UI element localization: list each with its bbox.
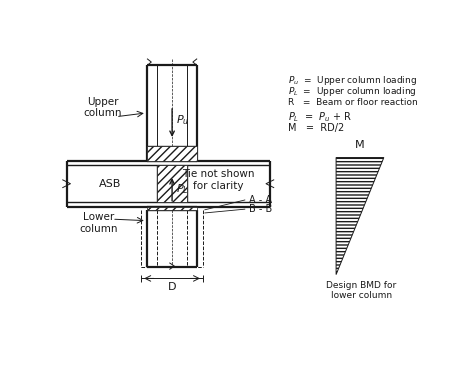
Text: Design BMD for
lower column: Design BMD for lower column bbox=[327, 281, 397, 300]
Bar bbox=[147, 146, 197, 161]
Text: R   =  Beam or floor reaction: R = Beam or floor reaction bbox=[288, 98, 417, 107]
Text: Lower
column: Lower column bbox=[80, 212, 118, 234]
Text: $P_L$: $P_L$ bbox=[176, 183, 189, 196]
Polygon shape bbox=[336, 158, 384, 274]
Text: $P_u$: $P_u$ bbox=[176, 113, 189, 127]
Text: M: M bbox=[355, 140, 365, 150]
Bar bbox=[157, 165, 188, 202]
Text: Tie not shown
for clarity: Tie not shown for clarity bbox=[182, 169, 255, 191]
Text: D: D bbox=[168, 282, 176, 292]
Text: A - A: A - A bbox=[249, 195, 272, 205]
Text: M   =  RD/2: M = RD/2 bbox=[288, 123, 344, 133]
Text: Upper
column: Upper column bbox=[83, 97, 122, 118]
Text: B - B: B - B bbox=[249, 204, 273, 214]
Text: $P_u$  =  Upper column loading: $P_u$ = Upper column loading bbox=[288, 74, 417, 87]
Text: ASB: ASB bbox=[99, 179, 122, 189]
Bar bbox=[147, 207, 197, 210]
Text: $P_L$  =  Upper column loading: $P_L$ = Upper column loading bbox=[288, 85, 416, 98]
Text: $P_L$  =  $P_u$ + R: $P_L$ = $P_u$ + R bbox=[288, 111, 352, 124]
